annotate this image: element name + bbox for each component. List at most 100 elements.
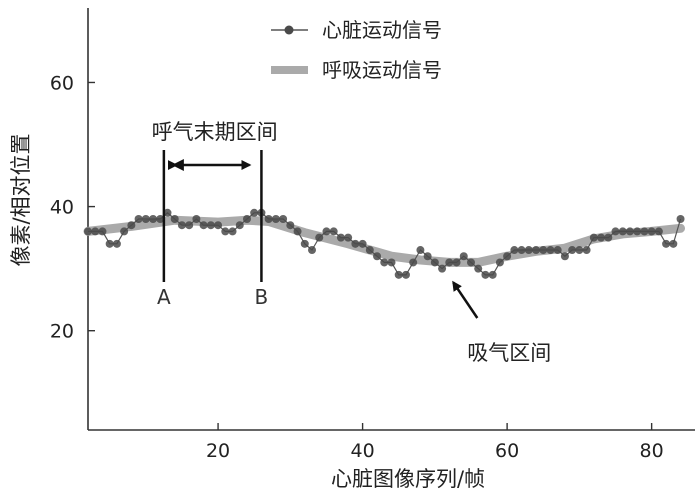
heart-signal-point [669, 239, 678, 248]
heart-signal-point [120, 227, 129, 236]
heart-signal-point [279, 215, 288, 223]
heart-series [84, 208, 685, 279]
heart-signal-point [625, 227, 634, 236]
heart-signal-point [539, 246, 548, 255]
heart-signal-point [112, 239, 121, 248]
heart-signal-point [250, 208, 259, 217]
marker-label-a: A [157, 285, 171, 309]
heart-signal-point [177, 221, 186, 230]
heart-signal-point [141, 215, 150, 223]
legend: 心脏运动信号 呼吸运动信号 [271, 18, 442, 82]
heart-signal-point [438, 264, 447, 273]
y-axis-title: 像素/相对位置 [9, 133, 33, 266]
heart-signal-point [524, 246, 533, 255]
heart-signal-point [206, 221, 215, 230]
exhale-interval-label: 呼气末期区间 [152, 120, 278, 144]
heart-signal-point [242, 215, 251, 223]
heart-signal-point [466, 258, 475, 267]
y-tick-label: 20 [50, 321, 74, 343]
marker-label-b: B [255, 285, 269, 309]
heart-signal-point [358, 239, 367, 248]
heart-signal-point [401, 270, 410, 279]
heart-signal-point [105, 239, 114, 248]
heart-signal-point [459, 252, 468, 261]
heart-signal-point [329, 227, 338, 236]
heart-signal-point [156, 215, 165, 223]
heart-signal-point [582, 246, 591, 255]
legend-breath-label: 呼吸运动信号 [322, 58, 442, 82]
heart-signal-point [495, 258, 504, 267]
heart-signal-point [647, 227, 656, 236]
heart-signal-point [235, 221, 244, 230]
heart-signal-point [618, 227, 627, 236]
heart-signal-point [170, 215, 179, 223]
heart-signal-point [271, 215, 280, 223]
heart-signal-point [315, 233, 324, 242]
heart-signal-point [351, 239, 360, 248]
heart-signal-point [423, 252, 432, 261]
heart-signal-point [604, 233, 613, 242]
heart-signal-point [185, 221, 194, 230]
heart-signal-point [228, 227, 237, 236]
heart-signal-point [553, 246, 562, 255]
inhale-interval-label: 吸气区间 [467, 341, 551, 365]
heart-signal-point [373, 252, 382, 261]
inhale-interval-arrow [452, 280, 479, 319]
heart-signal-point [91, 227, 100, 236]
heart-signal-point [322, 227, 331, 236]
heart-signal-point [387, 258, 396, 267]
heart-signal-point [84, 227, 92, 236]
heart-signal-point [416, 246, 425, 255]
y-tick-label: 60 [50, 72, 74, 94]
heart-signal-point [611, 227, 620, 236]
heart-signal-point [517, 246, 526, 255]
x-tick-label: 80 [640, 440, 664, 462]
heart-signal-point [474, 264, 483, 273]
heart-signal-point [365, 246, 374, 255]
heart-signal-point [481, 270, 490, 279]
heart-signal-point [510, 246, 519, 255]
heart-signal-point [380, 258, 389, 267]
heart-signal-point [532, 246, 541, 255]
heart-signal-point [589, 233, 598, 242]
legend-heart-dot [284, 25, 294, 35]
heart-signal-point [163, 208, 172, 217]
x-tick-label: 40 [351, 440, 375, 462]
heart-signal-point [503, 252, 512, 261]
legend-heart-label: 心脏运动信号 [322, 18, 442, 42]
heart-signal-point [344, 233, 353, 242]
heart-signal-point [300, 239, 309, 248]
heart-signal-point [149, 215, 158, 223]
heart-signal-point [214, 221, 223, 230]
y-tick-label: 40 [50, 197, 74, 219]
x-tick-label: 60 [495, 440, 519, 462]
x-axis-title: 心脏图像序列/帧 [331, 467, 485, 491]
heart-signal-point [199, 221, 208, 230]
heart-signal-point [192, 215, 201, 223]
heart-signal-point [452, 258, 461, 267]
heart-signal-point [488, 270, 497, 279]
heart-signal-point [633, 227, 642, 236]
heart-signal-point [640, 227, 649, 236]
heart-signal-point [568, 246, 577, 255]
heart-signal-point [394, 270, 403, 279]
exhale-arrow-left-head [171, 159, 184, 171]
heart-signal-point [560, 252, 569, 261]
heart-signal-point [575, 246, 584, 255]
heart-signal-point [546, 246, 555, 255]
heart-signal-point [134, 215, 143, 223]
heart-signal-point [308, 246, 317, 255]
heart-signal-point [286, 221, 295, 230]
heart-signal-point [336, 233, 345, 242]
heart-signal-point [127, 221, 136, 230]
x-tick-label: 20 [206, 440, 230, 462]
heart-signal-point [654, 227, 663, 236]
heart-signal-point [676, 215, 685, 223]
heart-signal-point [597, 233, 606, 242]
heart-signal-point [445, 258, 454, 267]
heart-signal-point [430, 258, 439, 267]
heart-signal-point [409, 258, 418, 267]
ticks: 20 40 60 80 20 40 60 [50, 72, 664, 462]
